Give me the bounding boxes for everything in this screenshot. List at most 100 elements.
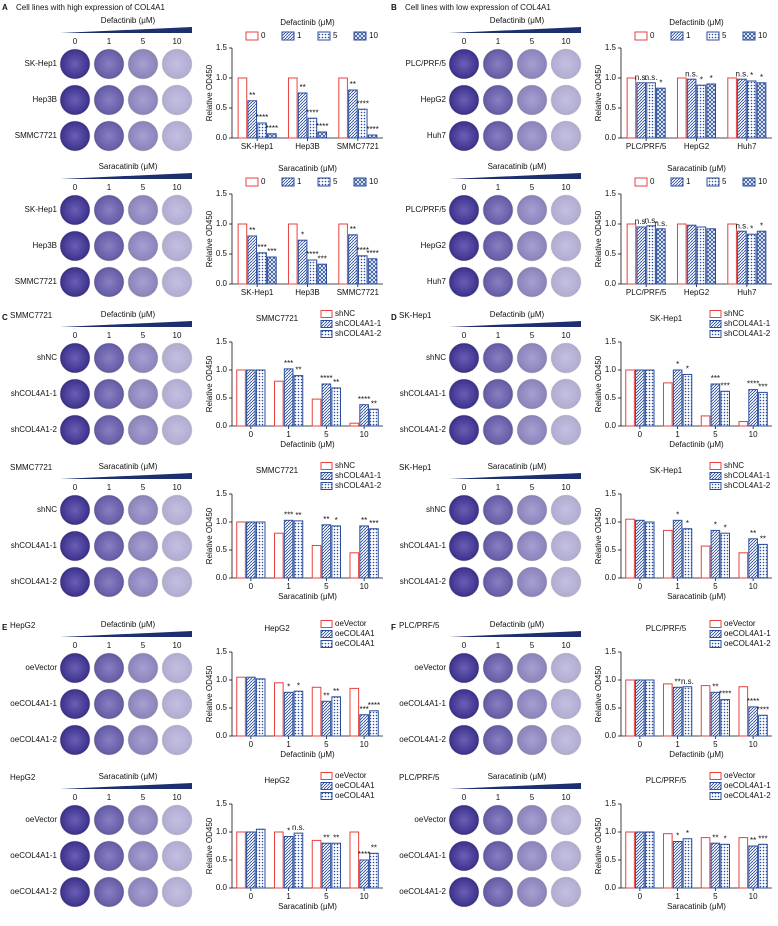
legend-label: 10 xyxy=(758,31,767,40)
bar xyxy=(748,538,758,579)
bar xyxy=(625,831,635,889)
bar xyxy=(267,256,277,285)
x-tick-label: 0 xyxy=(249,892,254,901)
x-tick-label: 5 xyxy=(324,740,329,749)
significance: *** xyxy=(284,510,293,519)
row-label: oeCOL4A1-2 xyxy=(10,735,57,744)
x-tick-label: 1 xyxy=(286,582,291,591)
bar xyxy=(357,255,368,285)
bar xyxy=(369,852,379,889)
legend-label: shNC xyxy=(724,461,744,470)
dose-label: 10 xyxy=(173,37,182,46)
dose-label: 10 xyxy=(173,331,182,340)
dose-label: 5 xyxy=(530,37,535,46)
row-label: SMMC7721 xyxy=(15,131,58,140)
row-label: oeCOL4A1-2 xyxy=(399,887,446,896)
row-label: SMMC7721 xyxy=(15,277,58,286)
legend-label: 1 xyxy=(297,31,302,40)
well xyxy=(482,48,514,80)
well xyxy=(516,530,548,562)
bar xyxy=(255,828,266,889)
well xyxy=(161,266,193,298)
legend-label: shNC xyxy=(724,309,744,318)
significance: * xyxy=(676,510,679,519)
dose-label: 0 xyxy=(462,183,467,192)
cell-line: PLC/PRF/5 xyxy=(399,773,440,782)
chart-title: HepG2 xyxy=(264,624,290,633)
y-tick-label: 0.0 xyxy=(605,573,617,582)
row-label: shNC xyxy=(37,353,57,362)
y-tick-label: 0.0 xyxy=(216,731,228,740)
significance: ** xyxy=(323,515,329,524)
bar xyxy=(287,77,298,139)
bar xyxy=(283,519,294,579)
well xyxy=(482,84,514,116)
well xyxy=(161,876,193,908)
well xyxy=(93,840,125,872)
legend-label: shNC xyxy=(335,309,355,318)
chart-title: HepG2 xyxy=(264,776,290,785)
significance: ** xyxy=(712,682,718,691)
drug-label: Defactinib (μM) xyxy=(101,310,156,319)
y-tick-label: 1.5 xyxy=(216,337,228,346)
significance: * xyxy=(700,75,703,84)
panel-letter: F xyxy=(391,623,396,632)
y-tick-label: 1.5 xyxy=(216,647,228,656)
significance: **** xyxy=(357,246,369,255)
y-tick-label: 1.0 xyxy=(605,365,617,374)
legend-swatch xyxy=(320,640,333,648)
significance: * xyxy=(714,521,717,530)
significance: * xyxy=(750,71,753,80)
bar xyxy=(635,679,645,737)
bar xyxy=(236,369,246,427)
significance: **** xyxy=(368,701,380,710)
significance: ** xyxy=(750,529,756,538)
well xyxy=(127,266,159,298)
significance: *** xyxy=(267,247,276,256)
bar xyxy=(663,529,673,579)
y-tick-label: 0.5 xyxy=(216,703,228,712)
significance: n.s. xyxy=(645,73,658,82)
row-label: oeVector xyxy=(25,663,57,672)
significance: ** xyxy=(350,80,356,89)
y-tick-label: 1.0 xyxy=(605,73,617,82)
bar xyxy=(720,532,730,579)
well xyxy=(482,120,514,152)
y-axis-label: Relative OD450 xyxy=(594,665,603,722)
dose-label: 1 xyxy=(496,483,501,492)
bar xyxy=(297,239,308,285)
dose-wedge xyxy=(60,321,192,327)
x-axis-label: Defactinib (μM) xyxy=(669,750,724,759)
bar xyxy=(236,521,246,579)
legend-swatch xyxy=(709,640,722,648)
legend-label: oeVector xyxy=(335,619,367,628)
y-tick-label: 0.5 xyxy=(605,703,617,712)
well xyxy=(93,266,125,298)
y-tick-label: 0.0 xyxy=(216,573,228,582)
significance: **** xyxy=(306,108,318,117)
bar xyxy=(267,133,277,139)
well xyxy=(93,804,125,836)
well xyxy=(127,230,159,262)
x-tick-label: 10 xyxy=(749,430,758,439)
bar xyxy=(317,131,328,139)
well xyxy=(550,840,582,872)
significance: ** xyxy=(299,83,305,92)
x-tick-label: 10 xyxy=(749,892,758,901)
significance: ** xyxy=(371,843,377,852)
legend-label: oeCOL4A1-1 xyxy=(724,781,771,790)
well xyxy=(59,230,91,262)
y-tick-label: 1.0 xyxy=(605,675,617,684)
dose-wedge xyxy=(449,783,581,789)
well xyxy=(93,84,125,116)
significance: n.s. xyxy=(681,677,694,686)
well xyxy=(448,804,480,836)
legend-label: shCOL4A1-2 xyxy=(724,329,771,338)
well xyxy=(516,840,548,872)
well xyxy=(516,84,548,116)
bar xyxy=(626,77,637,139)
y-tick-label: 1.0 xyxy=(605,827,617,836)
significance: * xyxy=(686,365,689,374)
bar xyxy=(246,521,256,579)
dose-label: 5 xyxy=(141,793,146,802)
